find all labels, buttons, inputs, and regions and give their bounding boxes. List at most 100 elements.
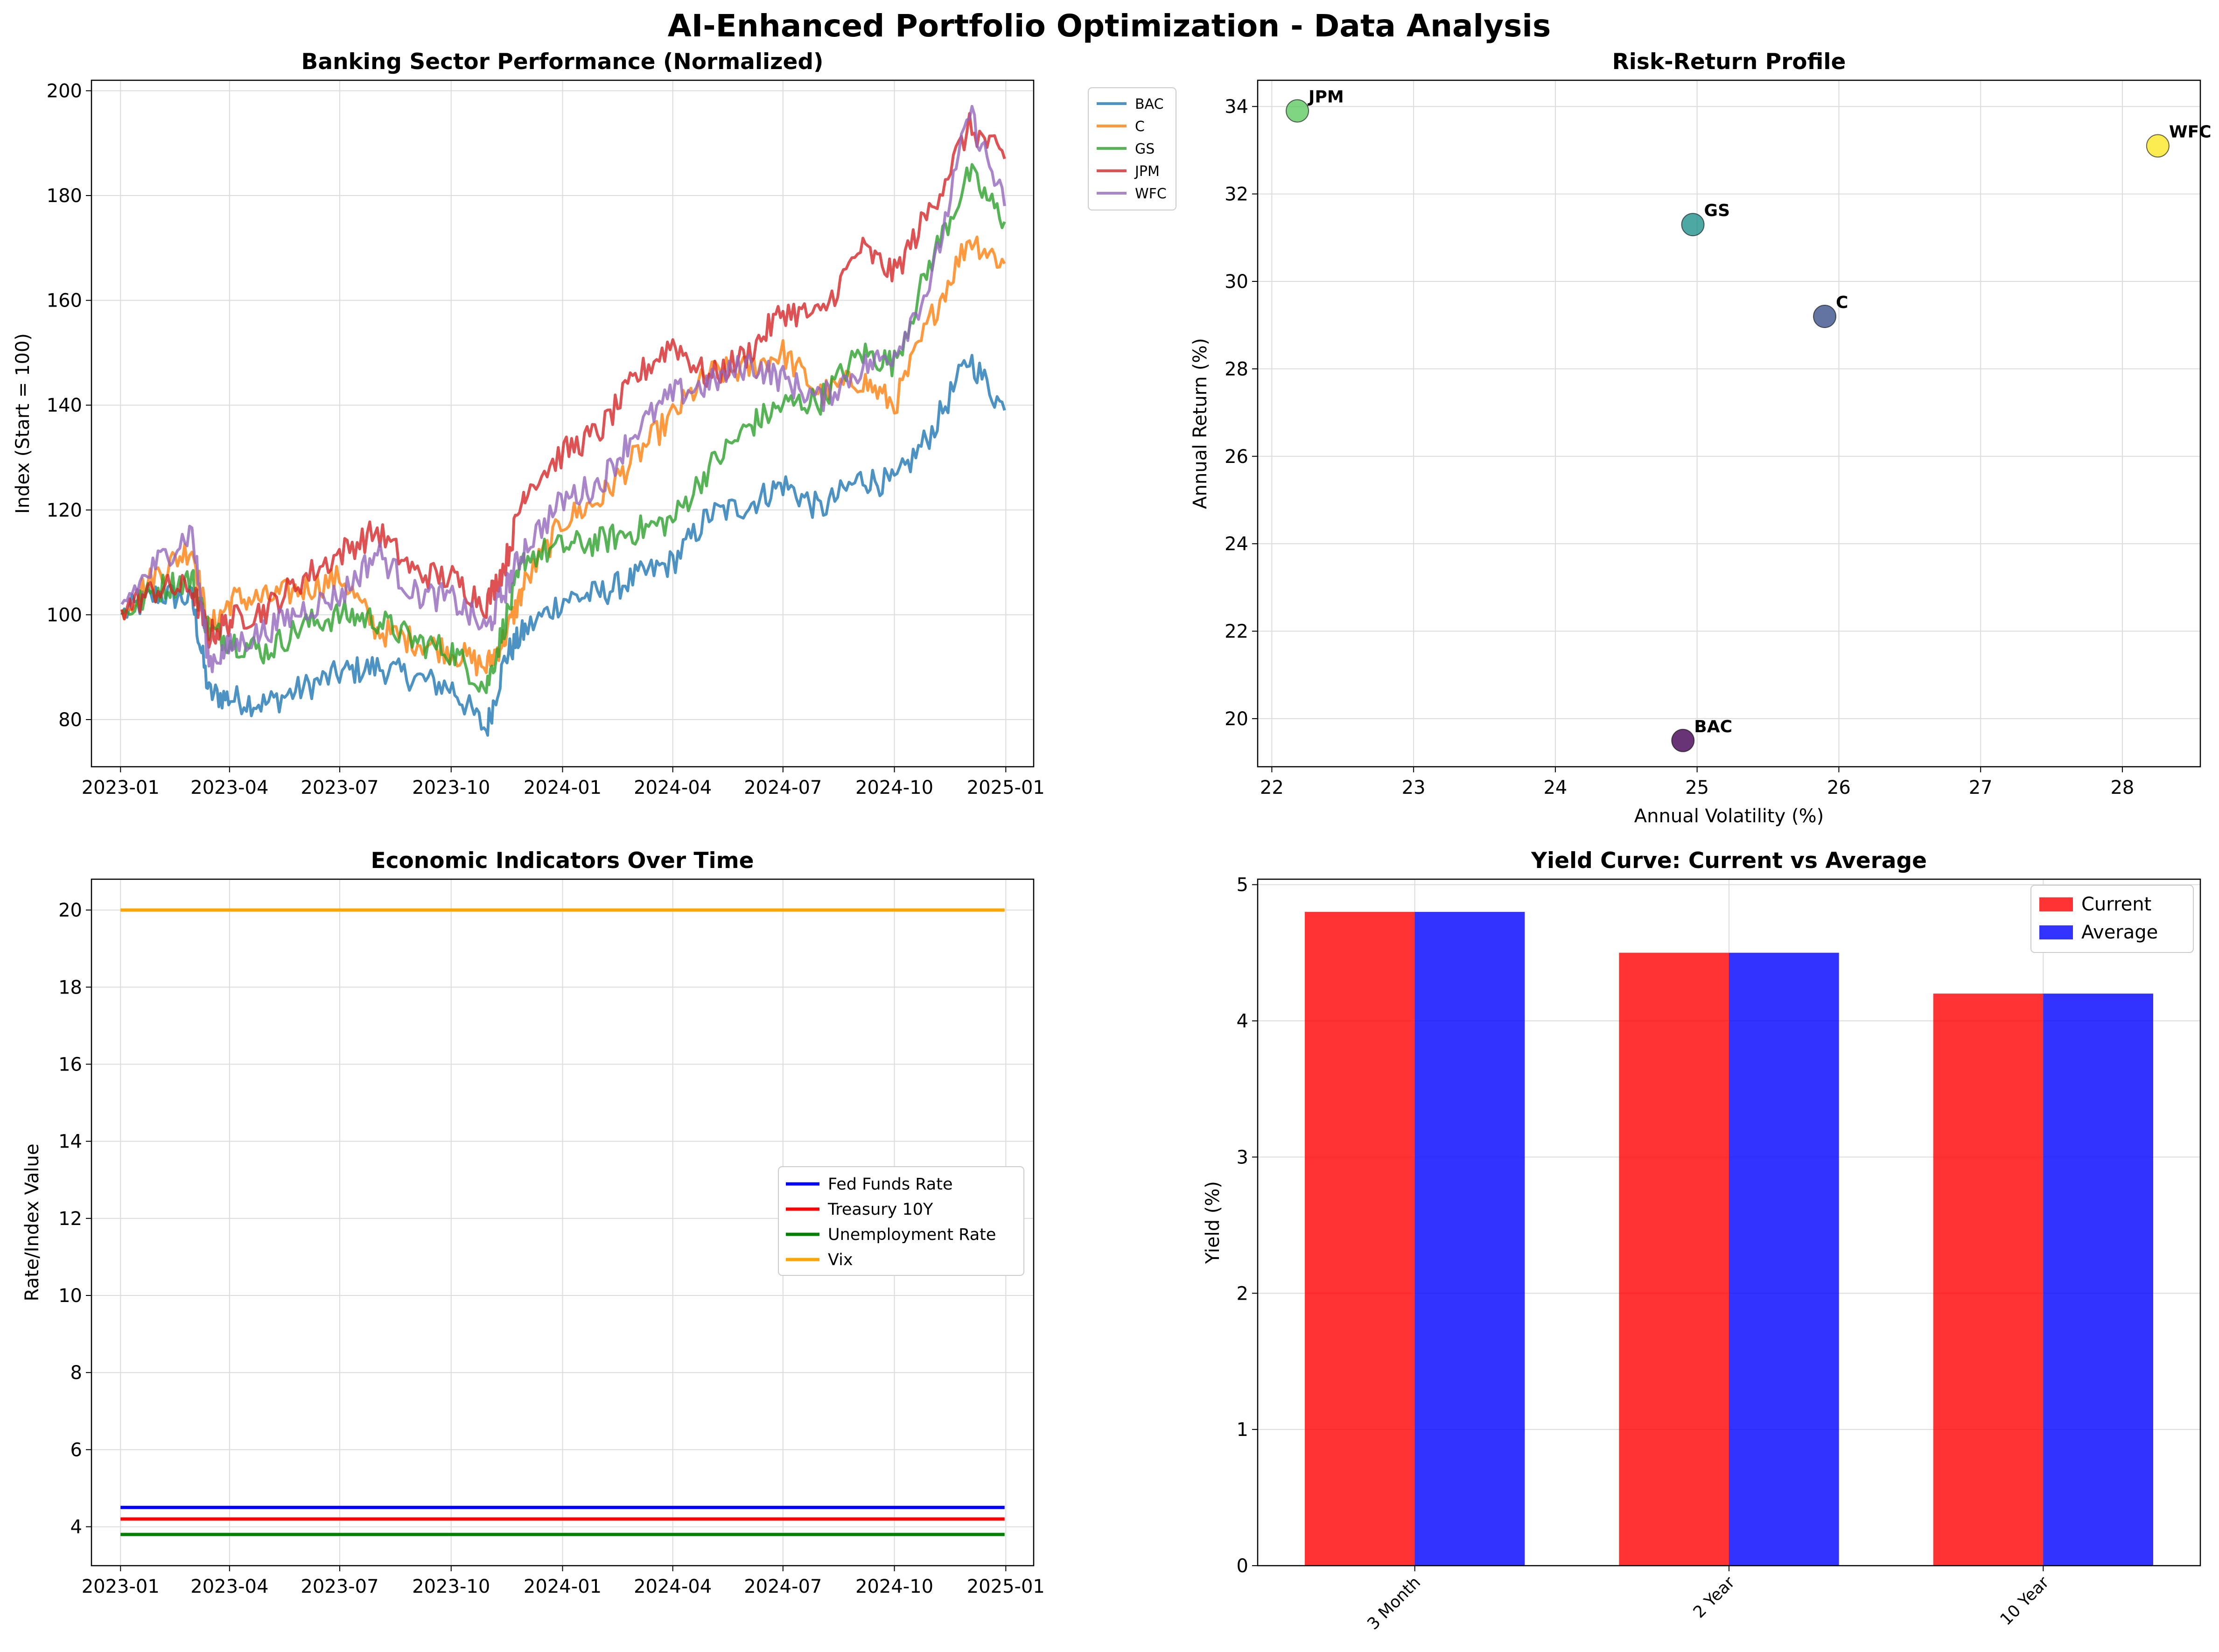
x-tick-label: 24 bbox=[1543, 777, 1567, 798]
legend-label: Fed Funds Rate bbox=[828, 1175, 953, 1194]
y-tick-label: 180 bbox=[47, 185, 82, 207]
y-axis-label: Rate/Index Value bbox=[21, 1144, 43, 1302]
x-tick-label: 2023-07 bbox=[301, 1576, 378, 1597]
x-tick-label: 27 bbox=[1969, 777, 1993, 798]
panel-title: Economic Indicators Over Time bbox=[371, 848, 754, 874]
x-tick-label: 2023-07 bbox=[301, 777, 378, 798]
axes-frame bbox=[91, 878, 1035, 1567]
panel-title: Yield Curve: Current vs Average bbox=[1531, 848, 1927, 874]
bar-current bbox=[1305, 912, 1415, 1566]
legend-label: JPM bbox=[1134, 163, 1160, 180]
x-tick-label: 2024-04 bbox=[634, 777, 712, 798]
x-tick-label: 2024-01 bbox=[524, 1576, 602, 1597]
scatter-point-wfc bbox=[2146, 134, 2170, 158]
legend-label: GS bbox=[1135, 141, 1155, 157]
axes-frame bbox=[1257, 878, 2201, 1567]
legend-box bbox=[1088, 87, 1176, 210]
legend-label: BAC bbox=[1135, 96, 1164, 112]
y-tick-label: 140 bbox=[47, 395, 82, 416]
x-tick-label: 2024-04 bbox=[634, 1576, 712, 1597]
panel-title: Risk-Return Profile bbox=[1612, 49, 1846, 75]
y-tick-label: 20 bbox=[1225, 708, 1248, 730]
bar-current bbox=[1619, 952, 1729, 1566]
x-tick-label: 25 bbox=[1685, 777, 1709, 798]
y-tick-label: 4 bbox=[1237, 1011, 1248, 1032]
y-tick-label: 2 bbox=[1237, 1283, 1248, 1304]
legend-label: C bbox=[1135, 119, 1145, 135]
y-tick-label: 0 bbox=[1237, 1555, 1248, 1577]
bar-average bbox=[1729, 952, 1839, 1566]
legend-label: Vix bbox=[828, 1251, 853, 1269]
x-tick-label: 2023-04 bbox=[190, 777, 268, 798]
scatter-point-gs bbox=[1681, 213, 1705, 237]
economic-indicators-panel: Economic Indicators Over Time 2023-01 202… bbox=[21, 848, 1045, 1597]
x-tick-label: 2023-10 bbox=[412, 1576, 490, 1597]
legend-label: Average bbox=[2081, 922, 2158, 943]
y-tick-label: 16 bbox=[58, 1054, 82, 1075]
y-tick-label: 8 bbox=[70, 1362, 82, 1384]
bar-average bbox=[1414, 912, 1525, 1566]
point-label-jpm: JPM bbox=[1307, 88, 1344, 107]
y-tick-label: 22 bbox=[1225, 621, 1248, 643]
point-label-wfc: WFC bbox=[2169, 123, 2212, 142]
y-tick-label: 30 bbox=[1225, 271, 1248, 293]
scatter-point-bac bbox=[1671, 728, 1695, 752]
legend-swatch bbox=[2039, 897, 2073, 911]
y-tick-label: 120 bbox=[47, 500, 82, 521]
panel-title: Banking Sector Performance (Normalized) bbox=[301, 49, 824, 75]
series-line-jpm bbox=[120, 112, 1006, 649]
x-tick-label: 26 bbox=[1827, 777, 1851, 798]
x-tick-label: 28 bbox=[2110, 777, 2134, 798]
y-tick-label: 4 bbox=[70, 1517, 82, 1538]
y-tick-label: 20 bbox=[58, 900, 82, 921]
banking-performance-panel: Banking Sector Performance (Normalized) … bbox=[12, 49, 1176, 798]
risk-return-panel: Risk-Return Profile 22 23 24 25 26 27 28 20 22 24… bbox=[1190, 49, 2212, 827]
y-tick-label: 32 bbox=[1225, 184, 1248, 205]
x-tick-label: 2024-10 bbox=[855, 1576, 933, 1597]
x-tick-label: 2025-01 bbox=[967, 777, 1045, 798]
scatter-point-c bbox=[1813, 304, 1837, 328]
legend-swatch bbox=[2039, 925, 2073, 939]
y-axis-label: Index (Start = 100) bbox=[12, 333, 34, 514]
y-tick-label: 1 bbox=[1237, 1419, 1248, 1441]
y-tick-label: 24 bbox=[1225, 533, 1248, 555]
series-line-wfc bbox=[120, 105, 1006, 673]
scatter-point-jpm bbox=[1286, 99, 1309, 123]
y-tick-label: 18 bbox=[58, 977, 82, 998]
x-axis-label: Annual Volatility (%) bbox=[1634, 805, 1824, 827]
point-label-c: C bbox=[1836, 293, 1848, 312]
x-tick-label: 23 bbox=[1402, 777, 1426, 798]
point-label-bac: BAC bbox=[1694, 717, 1732, 736]
legend-label: Unemployment Rate bbox=[828, 1225, 996, 1244]
point-label-gs: GS bbox=[1704, 201, 1730, 220]
figure-title: AI-Enhanced Portfolio Optimization - Dat… bbox=[668, 8, 1551, 44]
y-tick-label: 160 bbox=[47, 290, 82, 312]
y-tick-label: 26 bbox=[1225, 446, 1248, 468]
bar-average bbox=[2043, 994, 2153, 1566]
x-tick-label: 2023-01 bbox=[82, 1576, 160, 1597]
x-tick-label: 22 bbox=[1260, 777, 1284, 798]
y-tick-label: 6 bbox=[70, 1439, 82, 1461]
x-tick-label: 2024-07 bbox=[744, 777, 822, 798]
axes-frame bbox=[91, 79, 1035, 768]
axes-frame bbox=[1257, 79, 2201, 768]
y-axis-label: Yield (%) bbox=[1202, 1181, 1224, 1264]
x-tick-label: 2023-10 bbox=[412, 777, 490, 798]
x-tick-label: 2024-01 bbox=[524, 777, 602, 798]
bar-current bbox=[1933, 994, 2044, 1566]
x-tick-label: 2025-01 bbox=[967, 1576, 1045, 1597]
y-tick-label: 14 bbox=[58, 1131, 82, 1153]
legend-label: Treasury 10Y bbox=[827, 1200, 933, 1219]
legend-box bbox=[778, 1166, 1024, 1276]
x-tick-label: 2024-10 bbox=[855, 777, 933, 798]
legend-label: WFC bbox=[1135, 186, 1167, 202]
y-axis-label: Annual Return (%) bbox=[1190, 338, 1211, 509]
y-tick-label: 34 bbox=[1225, 96, 1248, 118]
y-tick-label: 200 bbox=[47, 80, 82, 102]
x-tick-label: 2023-04 bbox=[190, 1576, 268, 1597]
y-tick-label: 5 bbox=[1237, 875, 1248, 896]
y-tick-label: 28 bbox=[1225, 358, 1248, 380]
x-tick-label: 2024-07 bbox=[744, 1576, 822, 1597]
x-tick-label: 2023-01 bbox=[82, 777, 160, 798]
